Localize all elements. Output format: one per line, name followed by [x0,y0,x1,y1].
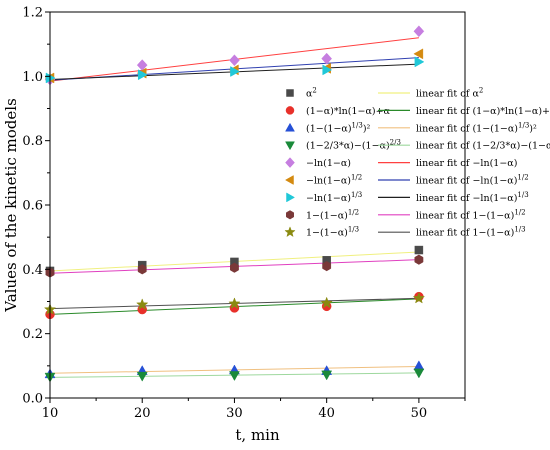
data-point [322,64,333,76]
data-point [137,69,148,81]
data-point [413,48,424,60]
data-point [228,297,241,310]
data-point [230,262,239,273]
data-point [413,368,425,379]
data-point [229,54,240,67]
data-point [413,25,425,38]
legend-fit-label: linear fit of 1−(1−α)1/2 [416,208,526,221]
legend-label: (1−2/3*α)−(1−α)2/3 [306,139,401,152]
data-point [414,254,424,265]
legend-label: 1−(1−α)1/3 [306,226,359,239]
legend-fit-label: linear fit of −ln(1−α)1/3 [416,191,529,204]
x-tick-label: 30 [226,406,243,421]
y-tick-label: 0.8 [22,134,43,149]
legend-label: α2 [306,87,317,100]
x-tick-label: 20 [134,406,151,421]
data-point [321,370,333,381]
legend: α2 linear fit of α2 (1−α)*ln(1−α)+α linear … [278,83,550,246]
y-tick-label: 0.4 [22,263,43,278]
legend-label: (1−(1−α)1/3)² [306,121,371,134]
legend-marker [286,89,294,97]
data-point [230,66,240,77]
x-tick-label: 10 [42,406,59,421]
data-points [43,25,426,383]
legend-marker [284,226,296,238]
x-tick-label: 40 [318,406,335,421]
data-point [322,261,332,272]
legend-marker [285,141,295,151]
y-tick-label: 0.0 [22,392,43,407]
legend-fit-label: linear fit of (1−2/3*α)−(1−α)2/3 [416,139,550,152]
data-point [229,371,240,381]
legend-label: −ln(1−α)1/3 [306,191,362,204]
data-point [321,52,333,65]
data-point [412,291,426,304]
legend-marker [286,210,294,220]
data-point [414,56,425,68]
legend-marker [285,157,295,168]
legend-fit-label: linear fit of α2 [416,87,483,100]
legend-marker [285,106,295,115]
legend-marker [286,192,296,203]
data-point [137,264,147,275]
data-point [136,298,149,310]
legend-label: 1−(1−α)1/2 [306,208,359,221]
data-point [413,360,425,371]
legend-fit-label: linear fit of (1−(1−α)1/3)² [416,121,537,134]
legend-fit-label: linear fit of −ln(1−α)1/2 [416,174,529,187]
data-point [136,371,148,382]
y-tick-label: 0.2 [22,327,43,342]
data-point [414,245,424,255]
legend-fit-label: linear fit of (1−α)*ln(1−α)+α [416,106,550,117]
y-tick-label: 1.0 [22,70,43,85]
y-axis-label: Values of the kinetic models [2,98,20,313]
legend-marker [285,122,295,132]
x-axis-ticks: 10 20 30 40 50 [42,398,466,421]
data-point [320,296,333,309]
x-tick-label: 50 [411,406,428,421]
y-axis-ticks: 0.0 0.2 0.4 0.6 0.8 1.0 1.2 [22,6,50,407]
legend-marker [284,175,294,185]
legend-fit-label: linear fit of 1−(1−α)1/3 [416,226,526,239]
legend-label: −ln(1−α)1/2 [306,174,362,187]
x-axis-label: t, min [235,426,280,444]
legend-label: −ln(1−α) [306,158,351,169]
legend-box [278,83,464,246]
legend-label: (1−α)*ln(1−α)+α [306,106,391,117]
y-tick-label: 0.6 [22,199,43,214]
legend-fit-label: linear fit of −ln(1−α) [416,158,517,169]
y-tick-label: 1.2 [22,6,43,21]
